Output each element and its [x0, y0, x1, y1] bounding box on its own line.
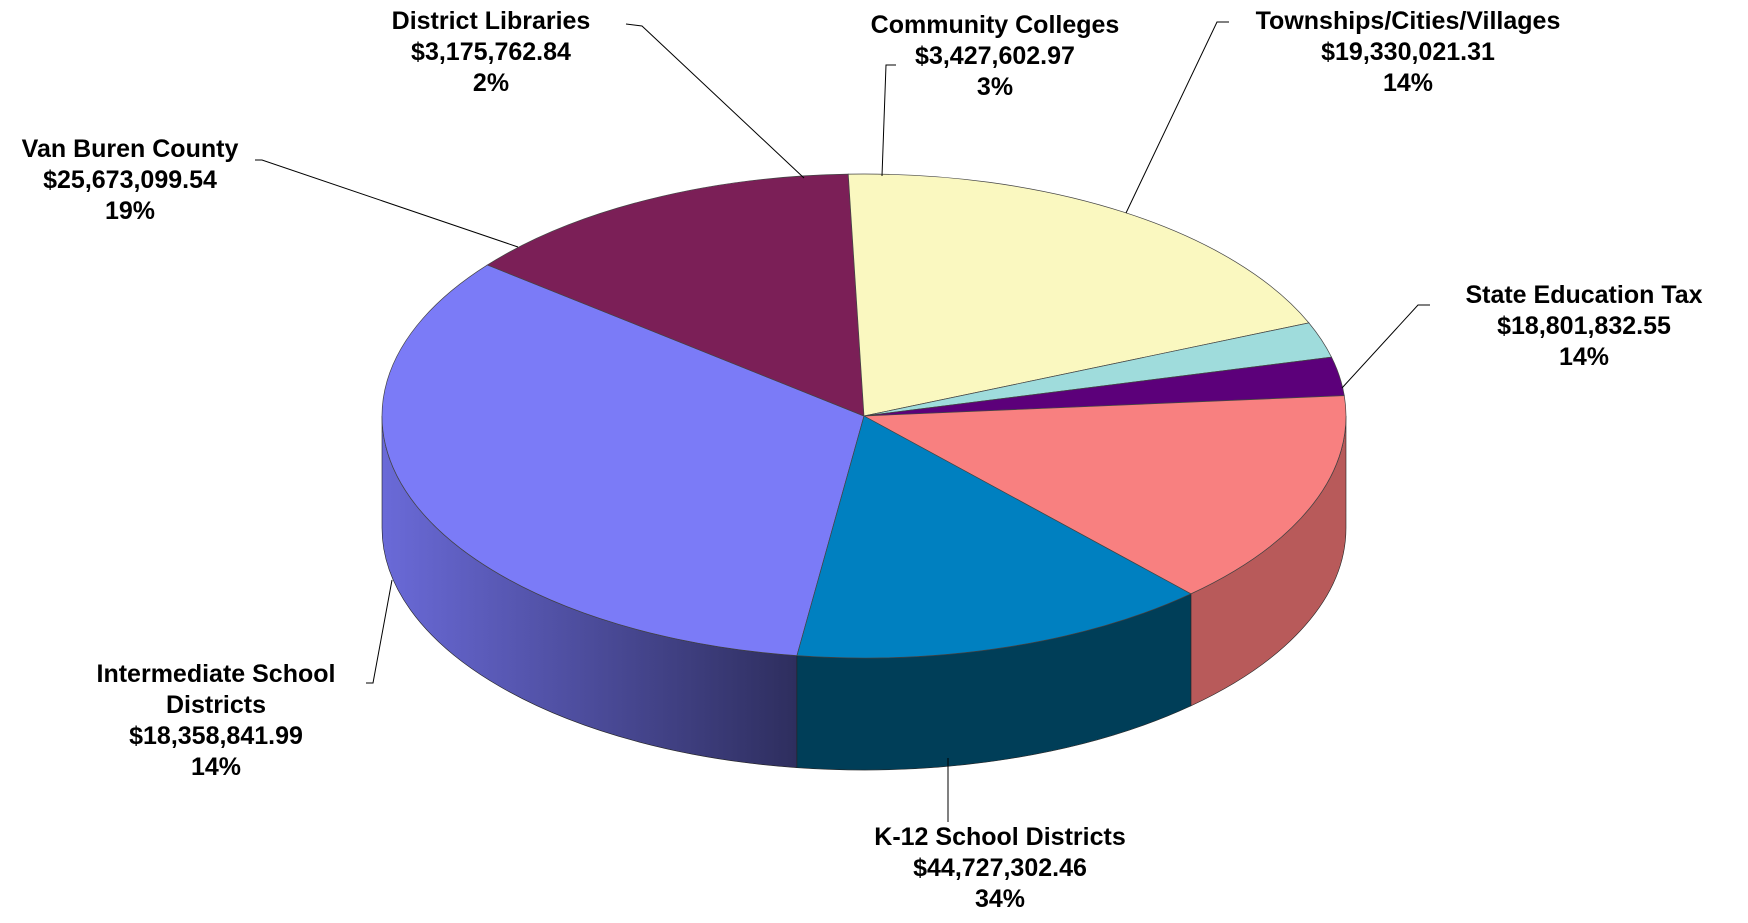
label-value: $19,330,021.31 — [1321, 38, 1495, 66]
label-percent: 14% — [1558, 343, 1610, 371]
label-name-line-1: Intermediate School — [96, 660, 336, 688]
label-community-colleges: Community Colleges $3,427,602.97 3% — [835, 10, 1155, 103]
leader-line-district-libraries — [625, 23, 805, 179]
label-value: $18,358,841.99 — [129, 722, 303, 750]
leader-line-community-colleges — [881, 64, 896, 177]
label-value: $44,727,302.46 — [913, 854, 1087, 882]
label-townships-cities-villages: Townships/Cities/Villages $19,330,021.31… — [1218, 6, 1598, 99]
label-value: $3,427,602.97 — [915, 42, 1075, 70]
label-percent: 14% — [1382, 69, 1434, 97]
label-name: District Libraries — [391, 7, 591, 35]
label-percent: 3% — [976, 73, 1014, 101]
label-district-libraries: District Libraries $3,175,762.84 2% — [356, 6, 626, 99]
label-name: State Education Tax — [1465, 281, 1703, 309]
label-van-buren-county: Van Buren County $25,673,099.54 19% — [0, 134, 260, 227]
leader-line-van-buren-county — [255, 159, 519, 248]
leader-line-intermediate-school-districts — [366, 579, 393, 684]
pie-slice-townships-cities-villages — [862, 395, 1347, 595]
label-name: Van Buren County — [21, 135, 239, 163]
label-percent: 34% — [974, 885, 1026, 913]
label-name: Community Colleges — [870, 11, 1120, 39]
label-intermediate-school-districts: Intermediate School Districts $18,358,84… — [66, 659, 366, 783]
label-percent: 14% — [190, 753, 242, 781]
label-percent: 19% — [104, 197, 156, 225]
label-name-line-2: Districts — [165, 691, 267, 719]
leader-line-townships-cities-villages — [1125, 21, 1229, 214]
label-name: Townships/Cities/Villages — [1255, 7, 1561, 35]
label-k12-school-districts: K-12 School Districts $44,727,302.46 34% — [840, 822, 1160, 915]
pie-slice-k-12-school-districts — [381, 264, 865, 657]
label-percent: 2% — [472, 69, 510, 97]
pie-slice-van-buren-county — [847, 173, 1310, 417]
pie-slice-state-education-tax — [796, 415, 1192, 659]
leader-line-state-education-tax — [1341, 304, 1430, 389]
label-name: K-12 School Districts — [874, 823, 1126, 851]
label-state-education-tax: State Education Tax $18,801,832.55 14% — [1434, 280, 1734, 373]
label-value: $3,175,762.84 — [411, 38, 571, 66]
pie-slice-intermediate-school-districts — [486, 173, 865, 417]
label-value: $25,673,099.54 — [43, 166, 217, 194]
label-value: $18,801,832.55 — [1497, 312, 1671, 340]
